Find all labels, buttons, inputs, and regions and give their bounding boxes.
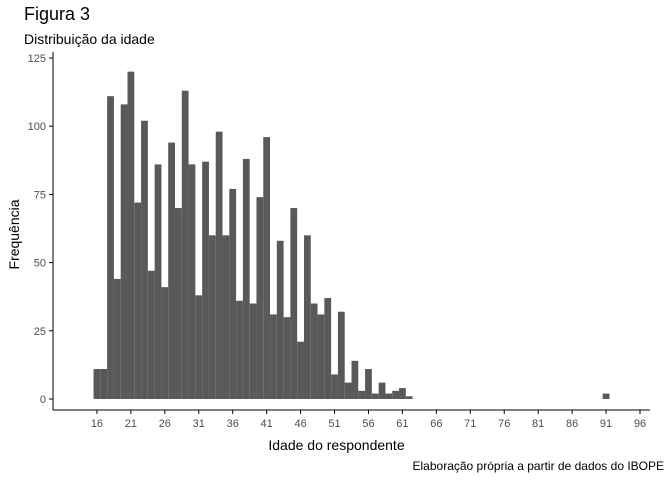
histogram-bar [276, 240, 284, 399]
histogram-bar [337, 311, 345, 399]
histogram-bar [263, 137, 271, 399]
x-tick-label: 56 [362, 418, 374, 430]
y-tick-label: 100 [28, 121, 46, 133]
y-axis-title: Frequência [6, 199, 22, 269]
histogram-bar [188, 164, 196, 399]
histogram-bar [195, 295, 203, 399]
x-tick-label: 51 [328, 418, 340, 430]
x-axis-title: Idade do respondente [268, 437, 404, 453]
chart-caption: Elaboração própria a partir de dados do … [412, 459, 664, 473]
histogram-bar [154, 164, 162, 399]
y-tick-label: 0 [40, 394, 46, 406]
histogram-bar [113, 278, 121, 399]
histogram-bar [93, 368, 101, 399]
x-tick-label: 21 [125, 418, 137, 430]
histogram-bar [290, 208, 298, 399]
x-tick-label: 16 [91, 418, 103, 430]
histogram-bar [120, 104, 128, 399]
bars-group [93, 71, 610, 400]
histogram-bar [344, 382, 352, 399]
histogram-bar [208, 235, 216, 399]
histogram-bar [222, 235, 230, 399]
histogram-bar [317, 314, 325, 399]
histogram-bar [229, 188, 237, 399]
histogram-bar [310, 303, 318, 399]
histogram-bar [215, 131, 223, 399]
chart-subtitle: Distribuição da idade [24, 31, 155, 47]
histogram-bar [134, 202, 142, 399]
histogram-bar [365, 368, 372, 399]
histogram-bar [100, 368, 108, 399]
histogram-bar [270, 314, 277, 399]
histogram-bar [371, 393, 379, 399]
axes-group: 0 25 50 75 100 125 16 21 26 31 36 41 46 51 56 61 66 71 76 8… [28, 52, 650, 430]
histogram-bar [378, 382, 386, 399]
histogram-bar [351, 360, 359, 399]
histogram-bar [202, 161, 209, 399]
histogram-bar [303, 235, 311, 399]
histogram-bar [283, 317, 291, 399]
x-tick-label: 91 [600, 418, 612, 430]
x-tick-label: 76 [498, 418, 510, 430]
histogram-bar [236, 300, 243, 399]
histogram-bar [168, 142, 176, 399]
histogram-bar [324, 298, 332, 399]
y-tick-label: 25 [34, 326, 46, 338]
histogram-bar [331, 374, 338, 399]
x-tick-label: 36 [227, 418, 239, 430]
histogram-bar [399, 388, 406, 399]
x-tick-label: 86 [566, 418, 578, 430]
histogram-bar [147, 270, 155, 399]
histogram-bar [181, 90, 189, 400]
histogram-bar [161, 287, 169, 399]
histogram-bar [358, 390, 366, 399]
x-tick-label: 96 [634, 418, 646, 430]
x-tick-label: 81 [532, 418, 544, 430]
histogram-bar [249, 303, 257, 399]
histogram-bar [602, 393, 610, 399]
histogram-bar [405, 396, 413, 399]
x-tick-label: 26 [159, 418, 171, 430]
histogram-bar [141, 120, 148, 399]
histogram-bar [392, 390, 400, 399]
x-tick-label: 61 [396, 418, 408, 430]
y-tick-label: 125 [28, 53, 46, 65]
y-tick-label: 75 [34, 189, 46, 201]
x-tick-label: 46 [294, 418, 306, 430]
chart-title: Figura 3 [24, 4, 91, 24]
histogram-bar [242, 158, 250, 399]
x-tick-label: 41 [261, 418, 273, 430]
histogram-bar [175, 208, 182, 399]
x-tick-label: 71 [464, 418, 476, 430]
histogram-bar [256, 197, 264, 399]
histogram-bar [297, 341, 304, 399]
histogram-bar [127, 71, 135, 399]
x-tick-label: 66 [430, 418, 442, 430]
y-tick-label: 50 [34, 258, 46, 270]
histogram-bar [385, 393, 393, 399]
x-tick-label: 31 [193, 418, 205, 430]
histogram-bar [107, 96, 114, 399]
